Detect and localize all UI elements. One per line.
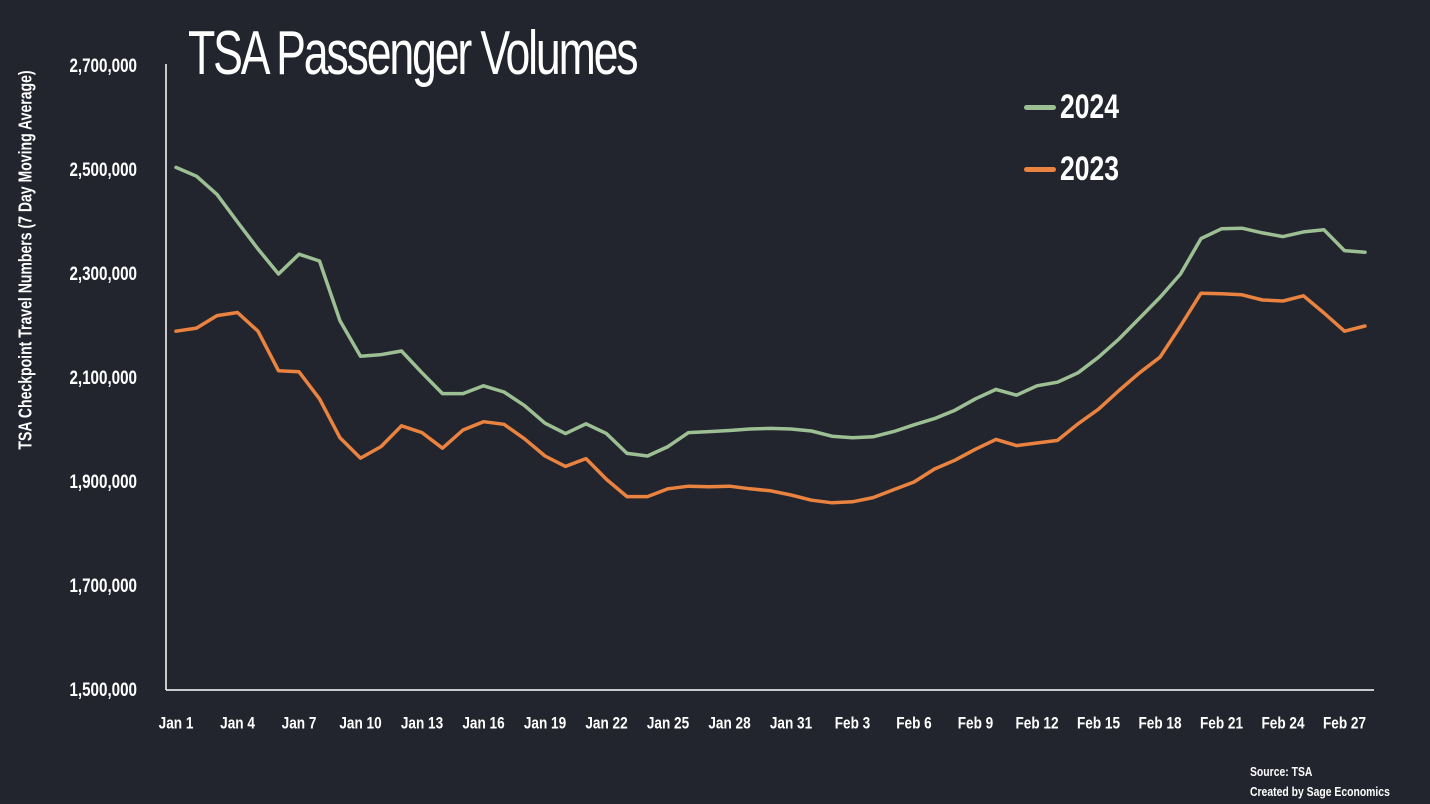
source-note: Source: TSA Created by Sage Economics: [1250, 762, 1390, 802]
credit-line: Created by Sage Economics: [1250, 784, 1390, 799]
x-tick-label: Jan 31: [770, 714, 813, 733]
series-line-2023: [174, 291, 1367, 505]
x-tick-label: Jan 22: [585, 714, 627, 733]
y-tick-label: 2,500,000: [69, 158, 137, 180]
legend-label-2024: 2024: [1060, 88, 1119, 126]
x-tick-label: Jan 25: [647, 714, 690, 733]
legend-label-2023: 2023: [1060, 150, 1119, 188]
series-line-2024: [174, 165, 1367, 458]
x-tick-label: Feb 12: [1015, 714, 1058, 733]
x-tick-label: Jan 19: [524, 714, 566, 733]
x-tick-label: Jan 28: [708, 714, 751, 733]
legend-item-2023: 2023: [1024, 150, 1136, 189]
x-tick-label: Jan 10: [339, 714, 381, 733]
x-tick-label: Feb 21: [1200, 714, 1243, 733]
x-tick-label: Jan 4: [220, 714, 255, 733]
y-tick-label: 2,700,000: [69, 54, 137, 76]
source-line: Source: TSA: [1250, 764, 1313, 779]
y-axis-label: TSA Checkpoint Travel Numbers (7 Day Mov…: [15, 70, 36, 450]
chart-title: TSA Passenger Volumes: [188, 19, 639, 88]
x-tick-label: Jan 7: [282, 714, 317, 733]
x-tick-label: Feb 3: [835, 714, 870, 733]
x-tick-label: Feb 27: [1323, 714, 1366, 733]
x-tick-label: Feb 15: [1077, 714, 1120, 733]
legend-swatch-2024: [1024, 105, 1056, 110]
y-tick-label: 2,300,000: [69, 262, 137, 284]
y-tick-label: 1,500,000: [69, 678, 137, 700]
y-tick-label: 2,100,000: [69, 366, 137, 388]
x-tick-label: Feb 6: [896, 714, 931, 733]
x-tick-label: Jan 16: [462, 714, 504, 733]
y-tick-label: 1,900,000: [69, 470, 137, 492]
legend-swatch-2023: [1024, 167, 1056, 172]
x-tick-label: Jan 13: [401, 714, 443, 733]
x-tick-label: Feb 18: [1138, 714, 1181, 733]
y-tick-label: 1,700,000: [69, 574, 137, 596]
x-tick-label: Feb 24: [1261, 714, 1304, 733]
x-tick-label: Feb 9: [958, 714, 993, 733]
x-tick-label: Jan 1: [159, 714, 194, 733]
legend-item-2024: 2024: [1024, 88, 1136, 127]
